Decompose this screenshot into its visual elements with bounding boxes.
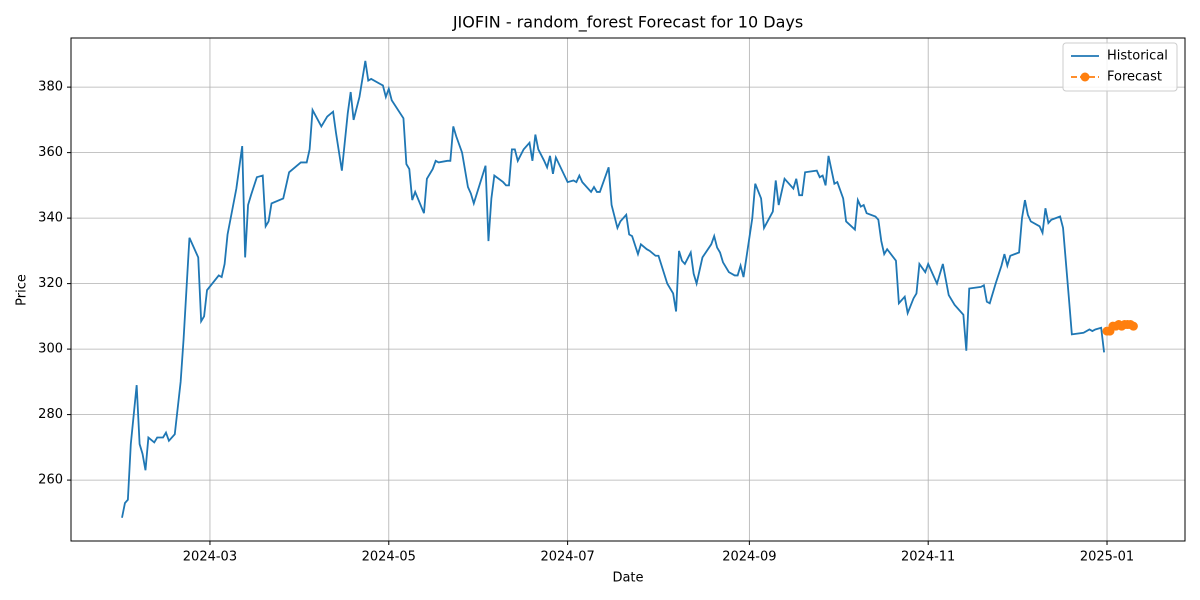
y-tick-label: 380 (38, 80, 63, 95)
x-tick-label: 2024-09 (722, 550, 776, 565)
legend-label: Historical (1107, 49, 1168, 64)
y-tick-label: 300 (38, 342, 63, 357)
y-axis-label: Price (15, 274, 30, 306)
x-tick-label: 2024-03 (183, 550, 237, 565)
forecast-point (1128, 321, 1138, 331)
y-tick-label: 280 (38, 407, 63, 422)
plot-frame (70, 37, 1186, 542)
x-tick-label: 2024-11 (901, 550, 955, 565)
chart-title: JIOFIN - random_forest Forecast for 10 D… (452, 13, 803, 33)
y-tick-label: 260 (38, 473, 63, 488)
y-tick-label: 320 (38, 276, 63, 291)
legend-box (1062, 42, 1178, 92)
y-tick-label: 340 (38, 211, 63, 226)
x-tick-label: 2024-07 (540, 550, 594, 565)
series-line (121, 60, 1105, 518)
x-axis-label: Date (612, 571, 643, 586)
y-tick-label: 360 (38, 145, 63, 160)
legend-label: Forecast (1107, 70, 1162, 85)
x-tick-label: 2024-05 (362, 550, 416, 565)
legend-marker (1080, 72, 1090, 82)
x-tick-label: 2025-01 (1080, 550, 1134, 565)
